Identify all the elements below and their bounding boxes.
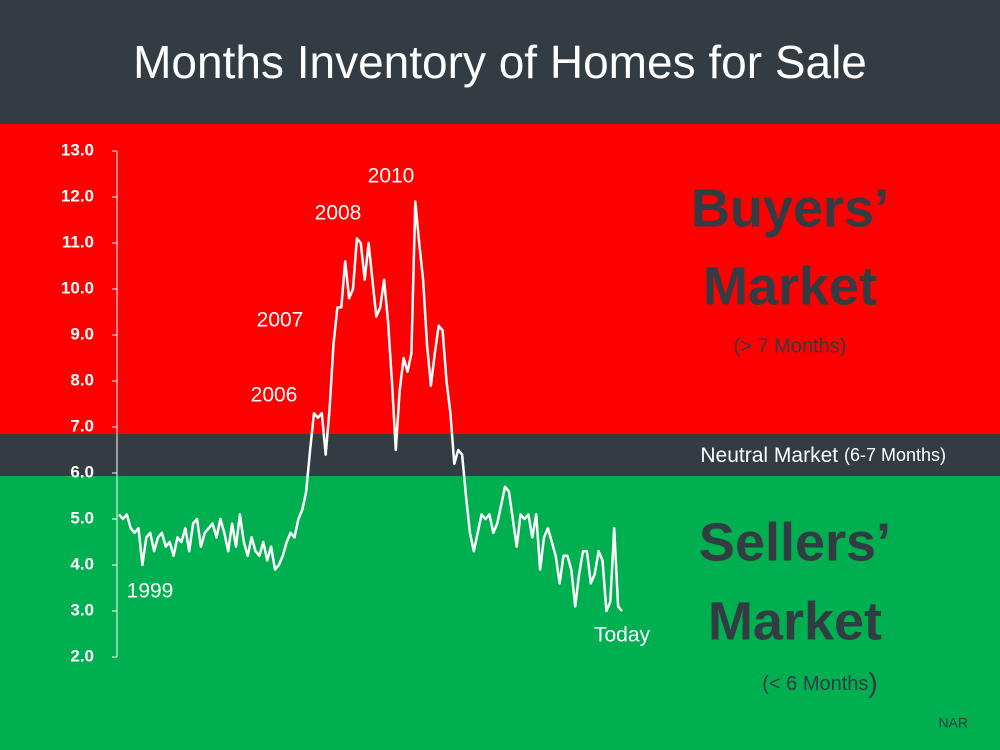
neutral-label: Neutral Market (6-7 Months)	[700, 444, 946, 467]
y-tick-label: 8.0	[70, 370, 94, 389]
annotation: 2006	[251, 384, 298, 407]
y-tick-label: 11.0	[62, 232, 94, 251]
annotation: 2010	[368, 165, 415, 188]
buyers-label: Buyers’	[691, 178, 889, 238]
sellers-band	[0, 476, 1000, 750]
y-tick-label: 2.0	[70, 646, 94, 665]
buyers-label: Market	[703, 256, 877, 316]
chart-title: Months Inventory of Homes for Sale	[133, 36, 867, 88]
buyers-band	[0, 124, 1000, 434]
y-tick-label: 9.0	[70, 324, 94, 343]
buyers-note: (> 7 Months)	[734, 335, 847, 357]
y-tick-label: 10.0	[61, 278, 94, 297]
annotation: 1999	[127, 580, 174, 603]
sellers-note-paren: )	[868, 667, 877, 698]
sellers-label: Sellers’	[699, 512, 891, 572]
annotation: Today	[594, 624, 651, 647]
header-band	[0, 0, 1000, 124]
sellers-label: Market	[708, 591, 882, 651]
neutral-band	[0, 434, 1000, 476]
y-tick-label: 6.0	[70, 462, 94, 481]
annotation: 2007	[257, 309, 304, 332]
y-tick-label: 13.0	[61, 140, 94, 159]
source: NAR	[938, 715, 968, 731]
y-tick-label: 4.0	[70, 554, 94, 573]
y-tick-label: 7.0	[70, 416, 94, 435]
sellers-note: (< 6 Months)	[762, 667, 878, 698]
sellers-note-text: (< 6 Months	[762, 673, 868, 695]
annotation: 2008	[315, 202, 362, 225]
y-tick-label: 3.0	[70, 600, 94, 619]
y-tick-label: 12.0	[61, 186, 94, 205]
y-tick-label: 5.0	[70, 508, 94, 527]
data-line	[118, 200, 623, 613]
neutral-title: Neutral Market	[700, 444, 838, 467]
neutral-note: (6-7 Months)	[844, 445, 946, 465]
